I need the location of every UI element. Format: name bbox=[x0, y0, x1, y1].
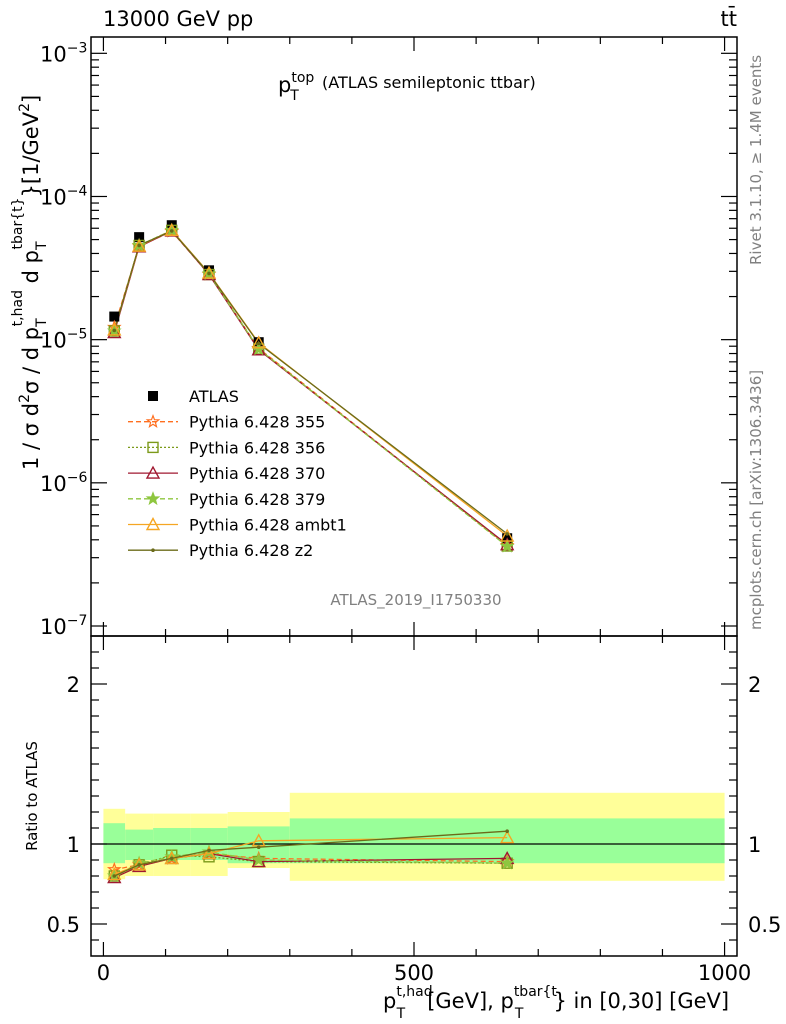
point-z2-4 bbox=[256, 341, 261, 346]
ratio-point-z2-4 bbox=[256, 845, 261, 849]
point-ambt1-0 bbox=[107, 322, 122, 336]
legend-marker-p355 bbox=[145, 413, 161, 429]
point-z2-5 bbox=[505, 532, 509, 536]
ratio-point-z2-3 bbox=[207, 848, 211, 853]
legend-label-data: ATLAS bbox=[189, 387, 239, 406]
plot-title-rest: (ATLAS semileptonic ttbar) bbox=[322, 73, 536, 92]
plot-title-sup: top bbox=[291, 70, 314, 86]
main-plot-frame bbox=[90, 36, 738, 637]
ratio-tick-label-right-1: 1 bbox=[748, 833, 761, 857]
legend-marker-data bbox=[148, 391, 158, 401]
rivet-label: Rivet 3.1.10, ≥ 1.4M events bbox=[747, 55, 765, 265]
ratio-point-z2-0 bbox=[112, 874, 117, 878]
series-markers bbox=[106, 220, 515, 553]
point-ambt1-5 bbox=[499, 528, 515, 542]
legend-marker-p356 bbox=[147, 441, 159, 454]
ratio-line-z2 bbox=[114, 830, 508, 877]
point-data-0 bbox=[109, 311, 120, 322]
x-tick-label-2: 1000 bbox=[698, 961, 751, 985]
point-data-1 bbox=[134, 232, 145, 243]
series-lines bbox=[113, 229, 508, 547]
ratio-y-axis-label: Ratio to ATLAS bbox=[23, 741, 41, 851]
axis-ticks bbox=[91, 37, 737, 956]
y-tick-label-4: 10−3 bbox=[40, 40, 87, 66]
plot-title: ptop T bbox=[278, 70, 314, 104]
y-tick-label-1: 10−6 bbox=[40, 470, 87, 496]
point-ambt1-4 bbox=[251, 335, 266, 349]
point-z2-3 bbox=[207, 271, 211, 276]
ratio-point-p379-5 bbox=[499, 855, 515, 870]
x-tick-label-0: 0 bbox=[97, 961, 110, 985]
ratio-tick-label-left-0: 0.5 bbox=[47, 913, 80, 937]
plot-title-sub: T bbox=[289, 88, 299, 104]
legend: ATLAS Pythia 6.428 355 Pythia 6.428 356 Pyt… bbox=[128, 387, 347, 560]
ratio-tick-label-left-1: 1 bbox=[67, 833, 80, 857]
mcplots-label: mcplots.cern.ch [arXiv:1306.3436] bbox=[747, 370, 765, 630]
point-z2-0 bbox=[112, 328, 117, 333]
header-left: 13000 GeV pp bbox=[103, 7, 253, 31]
ratio-tick-label-right-0: 0.5 bbox=[748, 913, 781, 937]
header-right: tt̄ bbox=[721, 6, 737, 31]
y-tick-label-2: 10−5 bbox=[40, 327, 87, 353]
point-z2-2 bbox=[169, 229, 174, 233]
ratio-point-ambt1-0 bbox=[107, 866, 122, 881]
legend-marker-ambt1 bbox=[145, 517, 161, 531]
y-tick-label-0: 10−7 bbox=[40, 613, 87, 639]
point-ambt1-3 bbox=[201, 265, 217, 279]
legend-label-p355: Pythia 6.428 355 bbox=[189, 413, 325, 432]
ratio-point-ambt1-3 bbox=[201, 846, 217, 860]
ratio-point-p379-4 bbox=[251, 852, 267, 867]
point-ambt1-1 bbox=[131, 238, 147, 252]
ratio-point-ambt1-5 bbox=[499, 830, 515, 844]
ratio-lines bbox=[106, 829, 515, 884]
y-tick-label-3: 10−4 bbox=[40, 183, 87, 209]
series-line-z2 bbox=[113, 230, 508, 535]
ratio-tick-label-left-2: 2 bbox=[67, 673, 80, 697]
legend-marker-z2 bbox=[151, 548, 155, 552]
x-tick-label-1: 500 bbox=[394, 961, 434, 985]
point-ambt1-2 bbox=[164, 222, 179, 237]
band-inner-0 bbox=[103, 823, 126, 864]
ratio-line-p355 bbox=[114, 852, 508, 871]
legend-label-p379: Pythia 6.428 379 bbox=[189, 490, 325, 509]
ratio-point-z2-1 bbox=[137, 863, 141, 867]
y-axis-label: 1 / σ d2σ / d pTt,had d pTtbar{t}}[1/GeV… bbox=[10, 95, 50, 470]
legend-label-p356: Pythia 6.428 356 bbox=[189, 438, 325, 457]
plot-title-main: p bbox=[278, 73, 291, 97]
point-p379-5 bbox=[499, 538, 515, 553]
ratio-line-p356 bbox=[114, 854, 508, 877]
ratio-point-z2-2 bbox=[169, 856, 174, 861]
x-axis-label: pt,had T[GeV], ptbar{t T} in [0,30] [GeV] bbox=[383, 984, 729, 1022]
ratio-tick-label-right-2: 2 bbox=[748, 673, 761, 697]
ratio-point-z2-5 bbox=[505, 829, 509, 833]
legend-label-z2: Pythia 6.428 z2 bbox=[189, 541, 313, 560]
legend-label-ambt1: Pythia 6.428 ambt1 bbox=[189, 516, 347, 535]
legend-marker-p370 bbox=[145, 465, 161, 479]
tick-labels: 0 500 1000 10−7 10−6 10−5 10−4 10−3 0.5 0.5 1 1 2 2 bbox=[40, 40, 781, 985]
legend-label-p370: Pythia 6.428 370 bbox=[189, 464, 325, 483]
legend-marker-p379 bbox=[145, 491, 161, 506]
point-z2-1 bbox=[137, 243, 141, 248]
analysis-id: ATLAS_2019_I1750330 bbox=[330, 591, 501, 610]
band-inner-1 bbox=[125, 829, 154, 860]
